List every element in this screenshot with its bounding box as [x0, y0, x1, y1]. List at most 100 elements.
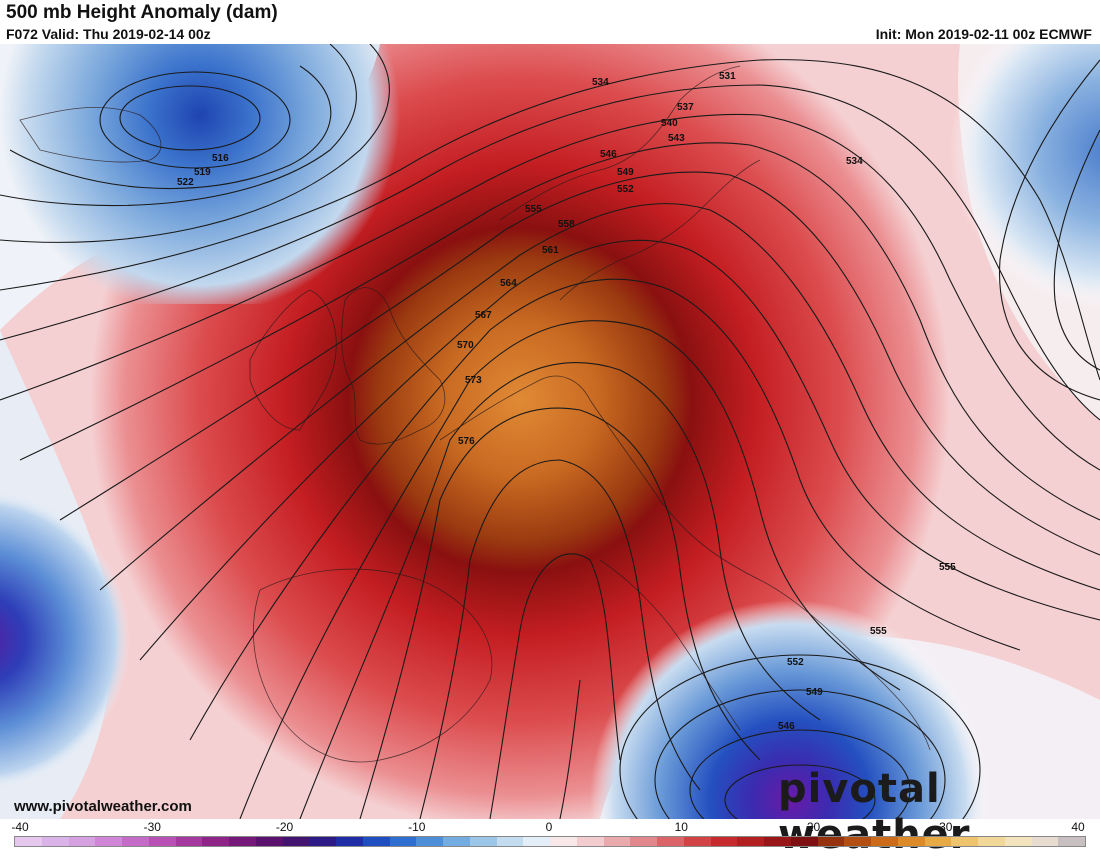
contour-label: 522	[177, 177, 194, 188]
colorbar-swatch	[683, 837, 711, 846]
contour-label: 561	[542, 245, 559, 256]
colorbar-swatch	[41, 837, 69, 846]
colorbar-swatch	[496, 837, 524, 846]
colorbar-tick-label: 40	[1071, 820, 1085, 834]
colorbar-tick-label: -30	[143, 820, 161, 834]
colorbar-swatch	[978, 837, 1005, 846]
greenland-tip-coast	[19, 107, 162, 163]
contour-label: 558	[558, 219, 575, 230]
contour-line	[998, 59, 1100, 401]
header: 500 mb Height Anomaly (dam) F072 Valid: …	[0, 0, 1100, 44]
colorbar-swatch	[309, 837, 336, 846]
colorbar-swatch	[657, 837, 684, 846]
colorbar-tick-label: 10	[674, 820, 688, 834]
colorbar-swatch	[871, 837, 898, 846]
colorbar-swatch	[148, 837, 176, 846]
contour-label: 552	[787, 657, 804, 668]
iberia-coast	[253, 568, 493, 763]
colorbar-swatch	[282, 837, 310, 846]
contour-label: 546	[600, 149, 617, 160]
colorbar-tick-label: 20	[806, 820, 821, 834]
colorbar-swatch	[1058, 837, 1085, 846]
colorbar-swatch	[229, 837, 256, 846]
colorbar-swatch	[255, 837, 283, 846]
contour-label: 573	[465, 375, 482, 386]
colorbar-strip	[14, 836, 1086, 847]
low-w	[0, 480, 180, 819]
baltic-coast	[559, 159, 761, 301]
colorbar-swatch	[897, 837, 925, 846]
valid-time: F072 Valid: Thu 2019-02-14 00z	[6, 26, 211, 42]
contour-line	[0, 44, 357, 207]
colorbar-swatch	[817, 837, 845, 846]
contour-label: 543	[668, 133, 685, 144]
contour-line	[99, 203, 1100, 591]
great-britain-coast	[341, 287, 446, 445]
colorbar-tick-label: 0	[545, 820, 553, 834]
contour-label: 555	[939, 562, 956, 573]
contour-line	[654, 689, 946, 819]
colorbar-swatch	[68, 837, 96, 846]
colorbar-swatch	[202, 837, 229, 846]
colorbar-swatch	[924, 837, 952, 846]
colorbar-swatch	[389, 837, 417, 846]
contour-line	[0, 113, 1100, 471]
anomaly-map: 516 519 522 531 534 534 537 540 543 546 …	[0, 44, 1100, 819]
colorbar: -40 -30 -20 -10 0 10 20 30 40	[11, 820, 1086, 850]
colorbar-swatch	[416, 837, 443, 846]
colorbar-tick-label: 30	[939, 820, 953, 834]
colorbar-swatch	[95, 837, 122, 846]
colorbar-swatch	[523, 837, 550, 846]
colorbar-tick-label: -10	[408, 820, 426, 834]
contour-line	[689, 729, 911, 819]
contour-label: 537	[677, 102, 694, 113]
contour-label: 519	[194, 167, 211, 178]
colorbar-swatch	[1031, 837, 1059, 846]
colorbar-swatch	[469, 837, 497, 846]
contour-line	[359, 407, 761, 819]
low-ne	[950, 44, 1100, 384]
contour-label: 546	[778, 721, 795, 732]
low-se	[580, 600, 1000, 819]
contour-label: 567	[475, 310, 492, 321]
contour-label: 534	[592, 77, 609, 88]
contour-se-inner	[724, 764, 876, 819]
colorbar-swatch	[790, 837, 818, 846]
contour-line	[0, 84, 1100, 421]
website-url: www.pivotalweather.com	[14, 798, 192, 815]
contour-label: 534	[846, 156, 863, 167]
colorbar-swatch	[951, 837, 978, 846]
contour-line	[559, 679, 581, 819]
colorbar-swatch	[443, 837, 470, 846]
colorbar-swatch	[362, 837, 390, 846]
contour-line	[1053, 129, 1100, 371]
italy-coast	[599, 559, 741, 731]
coastlines	[19, 65, 931, 763]
contour-label: 549	[617, 167, 634, 178]
contour-label: 555	[525, 204, 542, 215]
contour-line	[239, 320, 901, 819]
colorbar-swatch	[1004, 837, 1032, 846]
contour-label: 570	[457, 340, 474, 351]
map-title: 500 mb Height Anomaly (dam)	[6, 2, 278, 23]
colorbar-swatch	[122, 837, 149, 846]
contour-line	[0, 44, 390, 243]
colorbar-swatch	[15, 837, 42, 846]
contour-label: 576	[458, 436, 475, 447]
colorbar-swatch	[737, 837, 764, 846]
contour-labels: 516 519 522 531 534 534 537 540 543 546 …	[177, 71, 956, 732]
contour-line	[0, 59, 1100, 381]
contour-line	[59, 171, 1100, 556]
norway-coast	[499, 65, 741, 221]
contour-519	[99, 71, 291, 169]
contour-line	[489, 553, 621, 819]
colorbar-swatch	[844, 837, 871, 846]
colorbar-swatch	[603, 837, 631, 846]
colorbar-swatch	[550, 837, 577, 846]
colorbar-swatch	[576, 837, 604, 846]
colorbar-tick-label: -40	[11, 820, 29, 834]
contour-label: 516	[212, 153, 229, 164]
contour-line	[19, 142, 1100, 521]
colorbar-tick-label: -20	[275, 820, 294, 834]
contour-label: 564	[500, 278, 517, 289]
